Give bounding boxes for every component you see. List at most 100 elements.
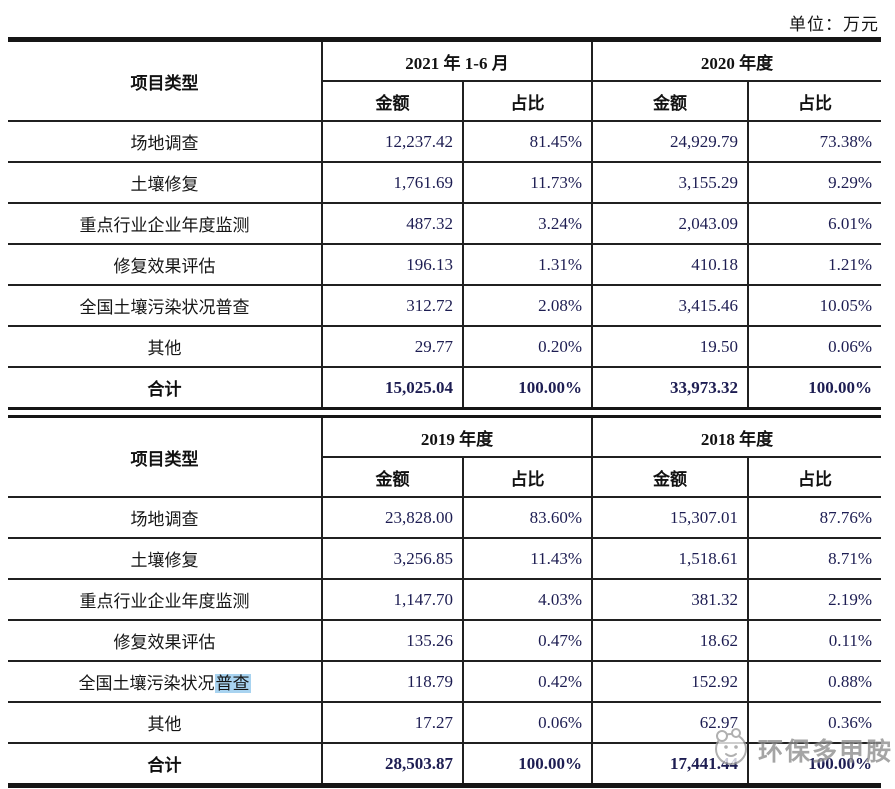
ratio-cell: 1.31% — [461, 244, 593, 285]
ratio-cell: 81.45% — [461, 121, 593, 162]
table-row: 修复效果评估 196.13 1.31% 410.18 1.21% — [8, 244, 882, 285]
text-selection-highlight: 普查 — [214, 674, 251, 693]
ratio-cell: 0.36% — [747, 702, 881, 743]
amount-cell: 487.32 — [321, 203, 463, 244]
table-row: 其他 29.77 0.20% 19.50 0.06% — [8, 326, 882, 367]
financial-table-1: 项目类型 2021 年 1-6 月 2020 年度 金额 占比 金额 占比 场地调查 12,23… — [8, 37, 882, 410]
amount-cell: 33,973.32 — [591, 367, 749, 409]
amount-cell: 12,237.42 — [321, 121, 463, 162]
ratio-cell: 2.19% — [747, 579, 881, 620]
ratio-cell: 100.00% — [747, 743, 881, 786]
project-type-header: 项目类型 — [130, 449, 199, 469]
ratio-cell: 0.06% — [462, 702, 592, 743]
table-row: 重点行业企业年度监测 487.32 3.24% 2,043.09 6.01% — [8, 203, 882, 244]
amount-cell: 3,155.29 — [591, 162, 749, 203]
amount-cell: 118.79 — [321, 661, 463, 702]
amount-header: 金额 — [321, 457, 463, 497]
ratio-cell: 0.88% — [747, 661, 881, 702]
ratio-cell: 73.38% — [747, 121, 882, 162]
period-header: 2021 年 1-6 月 — [320, 39, 593, 81]
row-label: 修复效果评估 — [113, 257, 216, 276]
ratio-cell: 11.73% — [461, 162, 593, 203]
amount-cell: 17,441.44 — [591, 743, 748, 786]
amount-cell: 17.27 — [321, 702, 463, 743]
table-row: 重点行业企业年度监测 1,147.70 4.03% 381.32 2.19% — [8, 579, 881, 620]
amount-cell: 19.50 — [591, 326, 749, 367]
row-label: 全国土壤污染状况普查 — [79, 298, 250, 317]
ratio-cell: 83.60% — [462, 497, 592, 538]
ratio-cell: 1.21% — [747, 244, 882, 285]
amount-cell: 2,043.09 — [591, 203, 749, 244]
tables-container: 项目类型 2021 年 1-6 月 2020 年度 金额 占比 金额 占比 场地调查 12,23… — [8, 37, 882, 788]
row-label: 重点行业企业年度监测 — [79, 216, 250, 235]
ratio-cell: 0.20% — [461, 326, 593, 367]
ratio-header: 占比 — [747, 81, 882, 121]
amount-header: 金额 — [321, 81, 463, 121]
row-label: 土壤修复 — [130, 551, 199, 570]
period-header: 2018 年度 — [591, 416, 881, 457]
amount-cell: 1,761.69 — [321, 162, 463, 203]
amount-header: 金额 — [591, 81, 749, 121]
ratio-cell: 3.24% — [461, 203, 593, 244]
ratio-header: 占比 — [461, 81, 593, 121]
period-header: 2019 年度 — [321, 416, 592, 457]
financial-table-2: 项目类型 2019 年度 2018 年度 金额 占比 金额 占比 场地调查 23,828.00 8… — [8, 415, 881, 788]
ratio-header: 占比 — [747, 457, 881, 497]
ratio-header: 占比 — [462, 457, 592, 497]
ratio-cell: 11.43% — [462, 538, 592, 579]
amount-cell: 62.97 — [591, 702, 748, 743]
row-label: 其他 — [147, 715, 182, 734]
row-label: 场地调查 — [130, 134, 199, 153]
table-row: 场地调查 12,237.42 81.45% 24,929.79 73.38% — [8, 121, 882, 162]
unit-label: 单位：万元 — [789, 15, 879, 34]
amount-cell: 152.92 — [591, 661, 748, 702]
amount-cell: 28,503.87 — [321, 743, 463, 786]
table-row: 场地调查 23,828.00 83.60% 15,307.01 87.76% — [8, 497, 881, 538]
row-label: 修复效果评估 — [113, 633, 216, 652]
period-header: 2020 年度 — [591, 39, 882, 81]
amount-header: 金额 — [591, 457, 748, 497]
table-row: 全国土壤污染状况普查 118.79 0.42% 152.92 0.88% — [8, 661, 881, 702]
ratio-cell: 8.71% — [747, 538, 881, 579]
amount-cell: 29.77 — [321, 326, 463, 367]
table-row: 合计 15,025.04 100.00% 33,973.32 100.00% — [8, 367, 882, 409]
table-row: 其他 17.27 0.06% 62.97 0.36% — [8, 702, 881, 743]
row-label: 场地调查 — [130, 510, 199, 529]
ratio-cell: 0.47% — [462, 620, 592, 661]
row-label: 全国土壤污染状况普查 — [8, 661, 322, 702]
row-label: 合计 — [147, 756, 182, 775]
table-row: 土壤修复 1,761.69 11.73% 3,155.29 9.29% — [8, 162, 882, 203]
ratio-cell: 4.03% — [462, 579, 592, 620]
amount-cell: 1,147.70 — [321, 579, 463, 620]
ratio-cell: 10.05% — [747, 285, 882, 326]
amount-cell: 18.62 — [591, 620, 748, 661]
table-row: 修复效果评估 135.26 0.47% 18.62 0.11% — [8, 620, 881, 661]
ratio-cell: 100.00% — [462, 743, 592, 786]
amount-cell: 410.18 — [591, 244, 749, 285]
row-label: 合计 — [147, 380, 182, 399]
ratio-cell: 0.11% — [747, 620, 881, 661]
amount-cell: 24,929.79 — [591, 121, 749, 162]
amount-cell: 196.13 — [321, 244, 463, 285]
table-row: 合计 28,503.87 100.00% 17,441.44 100.00% — [8, 743, 881, 786]
ratio-cell: 0.06% — [747, 326, 882, 367]
ratio-cell: 87.76% — [747, 497, 881, 538]
row-label: 重点行业企业年度监测 — [79, 592, 250, 611]
table-row: 全国土壤污染状况普查 312.72 2.08% 3,415.46 10.05% — [8, 285, 882, 326]
ratio-cell: 2.08% — [461, 285, 593, 326]
amount-cell: 312.72 — [321, 285, 463, 326]
project-type-header: 项目类型 — [130, 73, 199, 93]
ratio-cell: 0.42% — [462, 661, 592, 702]
ratio-cell: 100.00% — [461, 367, 593, 409]
amount-cell: 15,025.04 — [321, 367, 463, 409]
amount-cell: 23,828.00 — [321, 497, 463, 538]
row-label: 土壤修复 — [130, 175, 199, 194]
table-row: 土壤修复 3,256.85 11.43% 1,518.61 8.71% — [8, 538, 881, 579]
ratio-cell: 100.00% — [747, 367, 882, 409]
row-label-text: 全国土壤污染状况 — [78, 674, 215, 693]
amount-cell: 381.32 — [591, 579, 748, 620]
amount-cell: 135.26 — [321, 620, 463, 661]
ratio-cell: 9.29% — [747, 162, 882, 203]
ratio-cell: 6.01% — [747, 203, 882, 244]
amount-cell: 1,518.61 — [591, 538, 748, 579]
